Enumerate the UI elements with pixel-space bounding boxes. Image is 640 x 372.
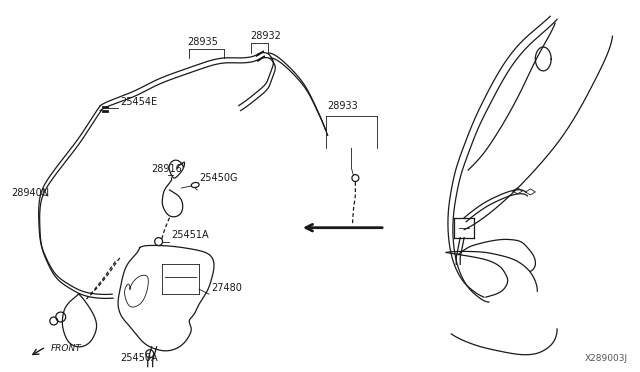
Text: 27480: 27480 [211, 283, 242, 293]
Text: X289003J: X289003J [585, 354, 628, 363]
Text: 28940N: 28940N [12, 188, 49, 198]
Text: 28935: 28935 [188, 37, 218, 47]
Text: 25451A: 25451A [172, 230, 209, 240]
Text: 28916: 28916 [152, 164, 182, 174]
Text: 25450G: 25450G [199, 173, 237, 183]
Text: 28932: 28932 [251, 31, 282, 41]
Text: 25450A: 25450A [120, 353, 157, 363]
Text: 28933: 28933 [328, 100, 358, 110]
Text: FRONT: FRONT [51, 344, 81, 353]
Text: 25454E: 25454E [120, 97, 157, 107]
